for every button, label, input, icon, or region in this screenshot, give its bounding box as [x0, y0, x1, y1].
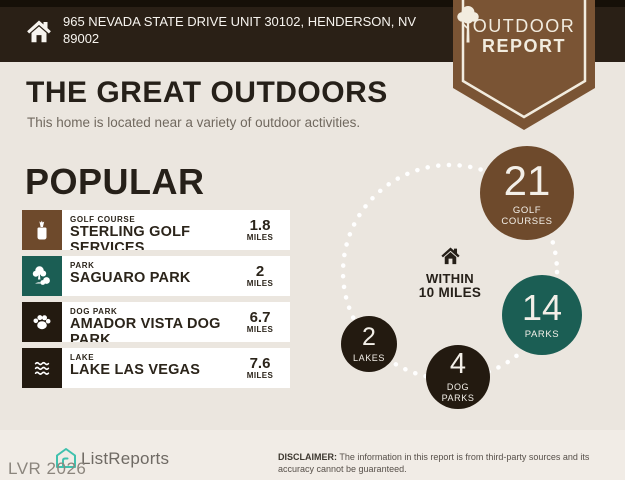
popular-heading: POPULAR — [25, 161, 205, 202]
item-name: SAGUARO PARK — [70, 270, 191, 286]
dog-park-tile — [22, 302, 62, 342]
page-title: THE GREAT OUTDOORS — [26, 76, 388, 109]
item-distance: 1.8 MILES — [237, 210, 283, 250]
item-text: GOLF COURSE STERLING GOLF SERVICES — [70, 215, 232, 250]
paw-icon — [33, 315, 51, 330]
stat-bubble-lakes: 2 LAKES — [341, 316, 397, 372]
item-category: GOLF COURSE — [70, 215, 136, 224]
list-item-park: PARK SAGUARO PARK 2 MILES — [22, 256, 290, 296]
stat-bubble-golf-courses: 21 GOLF COURSES — [480, 146, 574, 240]
house-icon — [27, 20, 51, 43]
park-tile — [22, 256, 62, 296]
item-name: STERLING GOLF SERVICES — [70, 224, 191, 250]
stat-value: 4 — [449, 348, 467, 380]
golf-tile — [22, 210, 62, 250]
disclaimer-text: DISCLAIMER: The information in this repo… — [278, 452, 590, 474]
golf-bag-icon — [37, 220, 47, 240]
tree-icon — [457, 6, 479, 43]
list-item-dog-park: DOG PARK AMADOR VISTA DOG PARK 6.7 MILES — [22, 302, 290, 342]
distance-unit: MILES — [246, 233, 274, 242]
item-category: PARK — [70, 261, 95, 270]
stat-bubble-parks: 14 PARKS — [502, 275, 582, 355]
list-item-golf-course: GOLF COURSE STERLING GOLF SERVICES 1.8 M… — [22, 210, 290, 250]
item-name: LAKE LAS VEGAS — [70, 362, 201, 378]
distance-unit: MILES — [246, 279, 274, 288]
stat-label: LAKES — [352, 352, 386, 363]
listreports-logo-icon — [56, 448, 76, 468]
distance-value: 2 — [255, 263, 265, 280]
item-category: DOG PARK — [70, 307, 118, 316]
outdoor-report-badge: OUTDOOR REPORT — [453, 0, 595, 134]
item-text: DOG PARK AMADOR VISTA DOG PARK — [70, 307, 232, 342]
stat-bubble-dog-parks: 4 DOG PARKS — [426, 345, 490, 409]
badge-shape — [453, 0, 595, 130]
item-text: PARK SAGUARO PARK — [70, 261, 232, 286]
stat-value: 2 — [362, 322, 376, 351]
stat-value: 21 — [503, 156, 551, 204]
page-subtitle: This home is located near a variety of o… — [27, 115, 361, 130]
lake-tile — [22, 348, 62, 388]
footer — [0, 430, 625, 480]
property-address: 965 NEVADA STATE DRIVE UNIT 30102, HENDE… — [63, 13, 433, 47]
distance-unit: MILES — [246, 371, 274, 380]
distance-value: 1.8 — [249, 217, 271, 234]
listreports-brand: ListReports — [81, 449, 170, 468]
radius-label-line2: 10 MILES — [418, 285, 482, 300]
address-line1: 965 NEVADA STATE DRIVE UNIT 30102, HENDE… — [63, 14, 417, 29]
item-text: LAKE LAKE LAS VEGAS — [70, 353, 232, 378]
distance-unit: MILES — [246, 325, 274, 334]
item-category: LAKE — [70, 353, 95, 362]
badge-title-line2: REPORT — [481, 36, 566, 56]
distance-value: 7.6 — [249, 355, 271, 372]
stat-label: GOLF COURSES — [501, 204, 553, 227]
item-name: AMADOR VISTA DOG PARK — [70, 316, 221, 342]
stat-label: DOG PARKS — [441, 382, 475, 403]
house-icon — [441, 247, 460, 265]
list-item-lake: LAKE LAKE LAS VEGAS 7.6 MILES — [22, 348, 290, 388]
park-tree-icon — [32, 266, 50, 285]
item-distance: 6.7 MILES — [237, 302, 283, 342]
disclaimer-label: DISCLAIMER: — [278, 452, 337, 462]
distance-value: 6.7 — [249, 309, 271, 326]
radius-label-line1: WITHIN — [425, 271, 474, 286]
badge-title-line1: OUTDOOR — [472, 16, 576, 36]
item-distance: 2 MILES — [237, 256, 283, 296]
stat-label: PARKS — [524, 329, 560, 340]
address-line2: 89002 — [63, 31, 100, 46]
stat-value: 14 — [521, 287, 563, 328]
watermark: LVR 2026 — [8, 459, 87, 478]
waves-icon — [34, 361, 50, 375]
item-distance: 7.6 MILES — [237, 348, 283, 388]
